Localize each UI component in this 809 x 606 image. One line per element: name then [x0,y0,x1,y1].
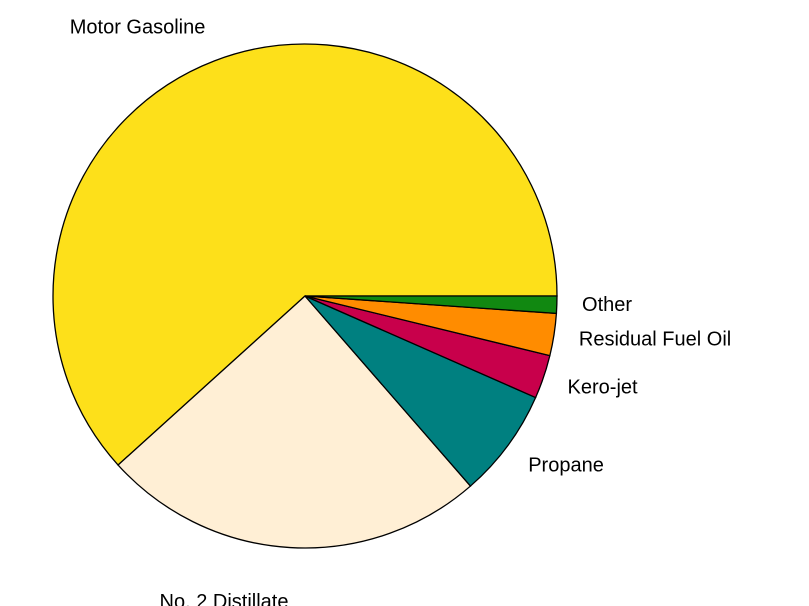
slice-label: No. 2 Distillate [160,591,289,606]
slice-label: Motor Gasoline [70,16,206,38]
pie-slice [304,295,537,487]
slice-label: Propane [528,455,604,477]
pie-slice [52,43,558,466]
pie-slice [117,295,472,549]
slice-label: Other [582,294,632,316]
slice-label: Kero-jet [568,376,638,398]
slice-label: Residual Fuel Oil [579,328,731,350]
pie-slice [304,295,558,315]
